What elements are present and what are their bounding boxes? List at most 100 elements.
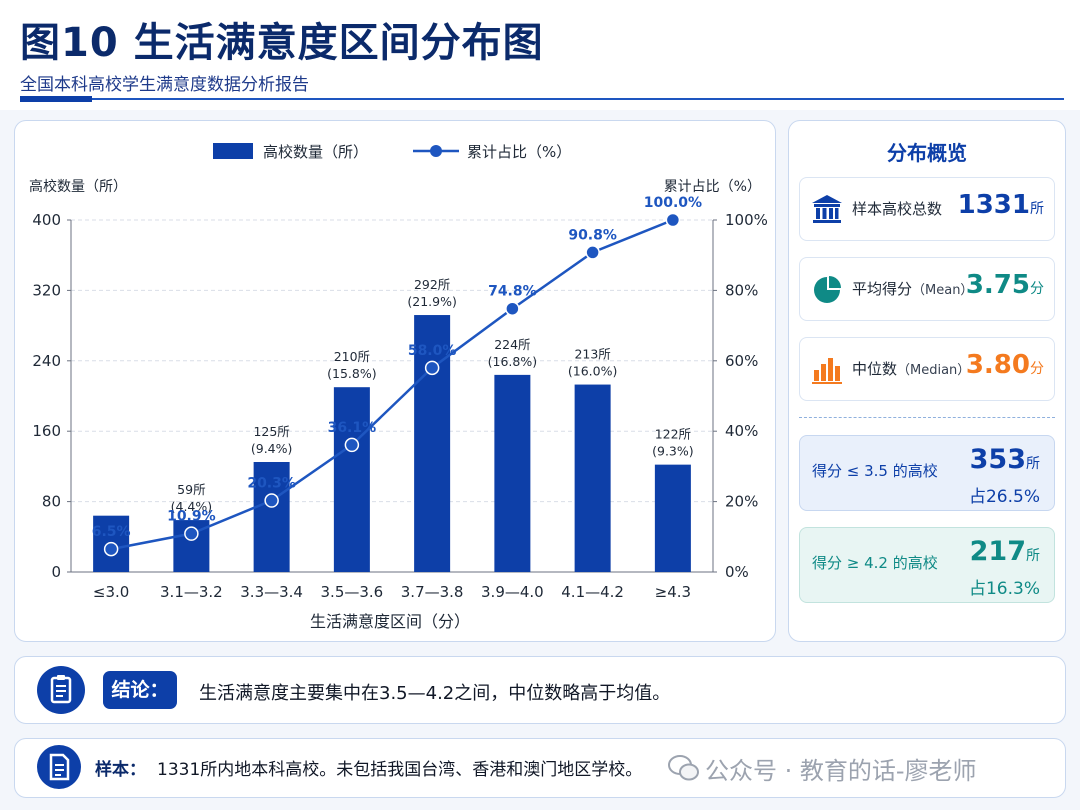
x-tick-label: 3.5—3.6 bbox=[321, 583, 384, 601]
line-point bbox=[505, 301, 520, 316]
bar-pct-label: (4.4%) bbox=[171, 499, 213, 514]
line-point bbox=[103, 541, 119, 557]
legend-line-label: 累计占比（%） bbox=[467, 143, 571, 161]
sample-bar: 样本： 1331所内地本科高校。未包括我国台湾、香港和澳门地区学校。 公众号 ·… bbox=[14, 738, 1066, 798]
bar-count-label: 125所 bbox=[253, 424, 289, 439]
conclusion-bar: 结论： 生活满意度主要集中在3.5—4.2之间，中位数略高于均值。 bbox=[14, 656, 1066, 724]
overview-panel: 分布概览 样本高校总数 1331所 平均得分（Mean） 3.75分 bbox=[788, 120, 1066, 642]
low-score-label: 得分 ≤ 3.5 的高校 bbox=[812, 462, 938, 480]
card-mean-label: 平均得分（Mean） bbox=[852, 280, 974, 298]
bar-pct-label: (9.4%) bbox=[251, 441, 293, 456]
left-tick-label: 80 bbox=[42, 493, 61, 511]
bar-pct-label: (21.9%) bbox=[407, 294, 456, 309]
low-score-value: 353所 bbox=[969, 444, 1040, 475]
clipboard-icon bbox=[37, 666, 85, 714]
bar-count-label: 210所 bbox=[334, 349, 370, 364]
overview-title: 分布概览 bbox=[887, 141, 967, 165]
sample-label: 样本： bbox=[95, 760, 146, 780]
distribution-chart: 高校数量（所） 累计占比（%） 高校数量（所） 累计占比（%） 生活满意度区间（… bbox=[29, 143, 768, 631]
card-total-label: 样本高校总数 bbox=[852, 200, 943, 218]
card-mean-score: 平均得分（Mean） 3.75分 bbox=[799, 257, 1055, 321]
line-value-label: 36.1% bbox=[328, 420, 377, 436]
low-score-pct: 占26.5% bbox=[968, 487, 1040, 507]
line-point bbox=[585, 245, 600, 260]
line-value-label: 100.0% bbox=[644, 195, 702, 211]
left-tick-label: 400 bbox=[32, 211, 61, 229]
high-score-label: 得分 ≥ 4.2 的高校 bbox=[812, 554, 938, 572]
bar bbox=[253, 462, 290, 572]
line-value-label: 20.3% bbox=[247, 476, 296, 492]
conclusion-tag: 结论： bbox=[103, 671, 177, 709]
legend-bar-swatch bbox=[213, 143, 253, 159]
line-point bbox=[665, 212, 681, 228]
x-axis-title: 生活满意度区间（分） bbox=[310, 612, 470, 631]
line-point bbox=[184, 526, 199, 541]
x-tick-label: ≥4.3 bbox=[655, 583, 691, 601]
right-tick-label: 40% bbox=[725, 422, 758, 440]
line-value-label: 90.8% bbox=[568, 227, 617, 243]
document-icon bbox=[37, 745, 81, 789]
bar-count-label: 122所 bbox=[655, 427, 691, 442]
chart-panel: 高校数量（所） 累计占比（%） 高校数量（所） 累计占比（%） 生活满意度区间（… bbox=[14, 120, 776, 642]
x-tick-label: 3.3—3.4 bbox=[240, 583, 303, 601]
legend-line-marker bbox=[430, 145, 442, 157]
card-total-schools: 样本高校总数 1331所 bbox=[799, 177, 1055, 241]
right-tick-label: 100% bbox=[725, 211, 768, 229]
bar bbox=[574, 384, 611, 572]
x-tick-label: ≤3.0 bbox=[93, 583, 129, 601]
right-tick-label: 60% bbox=[725, 352, 758, 370]
bar bbox=[494, 374, 531, 572]
bar-pct-label: (16.8%) bbox=[488, 354, 537, 369]
high-score-pct: 占16.3% bbox=[968, 579, 1040, 599]
x-tick-label: 4.1—4.2 bbox=[561, 583, 624, 601]
x-tick-label: 3.1—3.2 bbox=[160, 583, 223, 601]
right-tick-label: 20% bbox=[725, 493, 758, 511]
card-mean-value: 3.75分 bbox=[965, 270, 1044, 300]
bar-pct-label: (16.0%) bbox=[568, 364, 617, 379]
card-median-value: 3.80分 bbox=[965, 350, 1044, 380]
page-subtitle: 全国本科高校学生满意度数据分析报告 bbox=[20, 75, 309, 95]
left-tick-label: 0 bbox=[51, 563, 61, 581]
bar-count-label: 213所 bbox=[574, 347, 610, 362]
overview-divider bbox=[799, 417, 1055, 418]
bank-icon bbox=[812, 195, 842, 223]
x-tick-label: 3.7—3.8 bbox=[401, 583, 464, 601]
page-title: 图10 生活满意度区间分布图 bbox=[20, 20, 544, 66]
pie-icon bbox=[814, 276, 841, 303]
card-median-score: 中位数（Median） 3.80分 bbox=[799, 337, 1055, 401]
card-total-value: 1331所 bbox=[957, 190, 1044, 220]
bar-pct-label: (15.8%) bbox=[327, 366, 376, 381]
left-tick-label: 240 bbox=[32, 352, 61, 370]
bar bbox=[654, 464, 691, 572]
right-tick-label: 80% bbox=[725, 281, 758, 299]
card-high-score: 得分 ≥ 4.2 的高校 217所 占16.3% bbox=[799, 527, 1055, 603]
right-tick-label: 0% bbox=[725, 563, 749, 581]
bar-chart-icon bbox=[812, 358, 842, 384]
left-axis-title: 高校数量（所） bbox=[29, 178, 127, 195]
line-point bbox=[424, 360, 440, 376]
high-score-value: 217所 bbox=[969, 536, 1040, 567]
line-value-label: 6.5% bbox=[92, 524, 131, 540]
card-low-score: 得分 ≤ 3.5 的高校 353所 占26.5% bbox=[799, 435, 1055, 511]
left-tick-label: 320 bbox=[32, 281, 61, 299]
conclusion-text: 生活满意度主要集中在3.5—4.2之间，中位数略高于均值。 bbox=[199, 683, 671, 704]
header-rule-accent bbox=[20, 96, 92, 102]
header-rule bbox=[20, 98, 1064, 100]
line-value-label: 74.8% bbox=[488, 284, 537, 300]
left-tick-label: 160 bbox=[32, 422, 61, 440]
watermark-text: 公众号 · 教育的话-廖老师 bbox=[705, 757, 977, 785]
line-point bbox=[264, 493, 279, 508]
bar bbox=[333, 387, 370, 572]
legend-bar-label: 高校数量（所） bbox=[263, 143, 368, 161]
right-axis-title: 累计占比（%） bbox=[664, 179, 761, 195]
bar-count-label: 59所 bbox=[177, 482, 205, 497]
line-value-label: 58.0% bbox=[408, 343, 457, 359]
x-tick-label: 3.9—4.0 bbox=[481, 583, 544, 601]
wechat-icon bbox=[668, 755, 699, 781]
bar-pct-label: (9.3%) bbox=[652, 444, 694, 459]
sample-text: 1331所内地本科高校。未包括我国台湾、香港和澳门地区学校。 bbox=[157, 760, 643, 780]
bar-count-label: 292所 bbox=[414, 277, 450, 292]
line-point bbox=[344, 437, 360, 453]
cumulative-line bbox=[110, 218, 674, 551]
line-value-label: 10.9% bbox=[167, 509, 216, 525]
